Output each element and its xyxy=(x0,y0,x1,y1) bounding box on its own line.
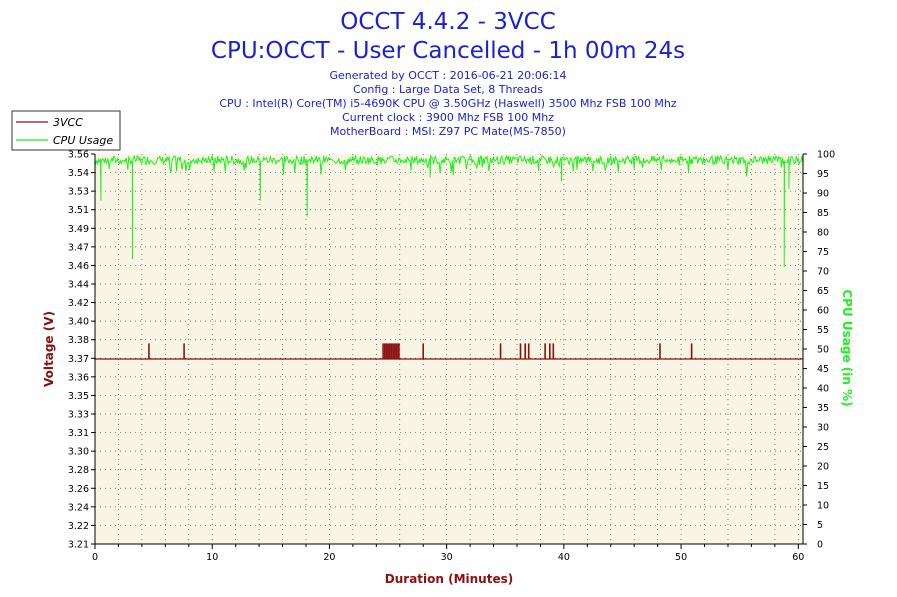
legend-box xyxy=(11,110,121,151)
y-tick-label: 3.54 xyxy=(68,168,89,179)
y2-ticks: 0 5 10 15 20 25 30 35 40 45 50 55 60 65 70 75 80 85 90 95 10… xyxy=(803,150,835,551)
y2-axis-label: CPU Usage (in %) xyxy=(840,289,854,406)
y-tick-label: 3.40 xyxy=(68,317,89,328)
legend-label-voltage: 3VCC xyxy=(53,116,83,129)
y2-tick-label: 25 xyxy=(817,442,829,453)
x-tick-label: 10 xyxy=(206,552,218,563)
y2-tick-label: 20 xyxy=(817,462,829,473)
y-tick-label: 3.28 xyxy=(68,465,89,476)
y-tick-label: 3.56 xyxy=(68,150,89,161)
voltage-dense-block xyxy=(382,343,400,360)
y-tick-label: 3.21 xyxy=(68,540,89,551)
cpu-series xyxy=(94,154,804,268)
chart-title: OCCT 4.4.2 - 3VCC xyxy=(340,9,556,35)
y2-tick-label: 100 xyxy=(817,150,835,161)
y2-tick-label: 65 xyxy=(817,286,829,297)
info-line: Current clock : 3900 Mhz FSB 100 Mhz xyxy=(342,111,554,124)
y2-tick-label: 85 xyxy=(817,208,829,219)
y-tick-label: 3.26 xyxy=(68,484,89,495)
x-ticks: 0 10 20 30 40 50 60 xyxy=(92,544,804,563)
y-tick-label: 3.24 xyxy=(68,502,89,513)
y-tick-label: 3.35 xyxy=(68,391,89,402)
x-tick-label: 60 xyxy=(792,552,804,563)
y2-tick-label: 50 xyxy=(817,345,829,356)
y-tick-label: 3.49 xyxy=(68,224,89,235)
y-axis-label: Voltage (V) xyxy=(42,311,56,387)
cpu-usage-line xyxy=(94,154,804,268)
y-tick-label: 3.46 xyxy=(68,261,89,272)
y2-tick-label: 0 xyxy=(817,540,823,551)
y-tick-label: 3.51 xyxy=(68,205,89,216)
y-tick-label: 3.47 xyxy=(68,242,89,253)
x-tick-label: 50 xyxy=(675,552,687,563)
y-tick-label: 3.22 xyxy=(68,521,89,532)
y2-tick-label: 55 xyxy=(817,325,829,336)
y2-tick-label: 45 xyxy=(817,364,829,375)
x-tick-label: 0 xyxy=(92,552,98,563)
y2-tick-label: 90 xyxy=(817,189,829,200)
grid xyxy=(95,154,803,544)
info-line: MotherBoard : MSI: Z97 PC Mate(MS-7850) xyxy=(330,125,566,138)
plot-area xyxy=(95,154,803,544)
y2-tick-label: 5 xyxy=(817,520,823,531)
y-tick-label: 3.53 xyxy=(68,187,89,198)
y-tick-label: 3.38 xyxy=(68,335,89,346)
y-tick-label: 3.30 xyxy=(68,447,89,458)
x-tick-label: 20 xyxy=(323,552,335,563)
x-tick-label: 30 xyxy=(441,552,453,563)
y2-tick-label: 40 xyxy=(817,384,829,395)
y2-tick-label: 75 xyxy=(817,247,829,258)
voltage-series xyxy=(95,343,803,360)
y-tick-label: 3.31 xyxy=(68,428,89,439)
y2-tick-label: 60 xyxy=(817,306,829,317)
info-line: CPU : Intel(R) Core(TM) i5-4690K CPU @ 3… xyxy=(219,97,677,110)
y2-tick-label: 15 xyxy=(817,481,829,492)
y-tick-label: 3.33 xyxy=(68,410,89,421)
info-line: Generated by OCCT : 2016-06-21 20:06:14 xyxy=(329,69,566,82)
y-tick-label: 3.42 xyxy=(68,298,89,309)
y2-tick-label: 70 xyxy=(817,267,829,278)
y2-tick-label: 35 xyxy=(817,403,829,414)
y-ticks: 3.21 3.22 3.24 3.26 3.28 3.30 3.31 3.33 3.35 3.36… xyxy=(68,150,95,551)
y-tick-label: 3.44 xyxy=(68,280,89,291)
x-axis-label: Duration (Minutes) xyxy=(385,572,513,586)
y2-tick-label: 95 xyxy=(817,169,829,180)
info-line: Config : Large Data Set, 8 Threads xyxy=(353,83,543,96)
y2-tick-label: 10 xyxy=(817,501,829,512)
y-tick-label: 3.36 xyxy=(68,372,89,383)
legend: 3VCC CPU Usage xyxy=(11,110,121,151)
chart-subtitle: CPU:OCCT - User Cancelled - 1h 00m 24s xyxy=(211,38,685,64)
y-tick-label: 3.37 xyxy=(68,354,89,365)
legend-label-cpu: CPU Usage xyxy=(53,134,113,147)
x-tick-label: 40 xyxy=(558,552,570,563)
y2-tick-label: 80 xyxy=(817,228,829,239)
y2-tick-label: 30 xyxy=(817,423,829,434)
